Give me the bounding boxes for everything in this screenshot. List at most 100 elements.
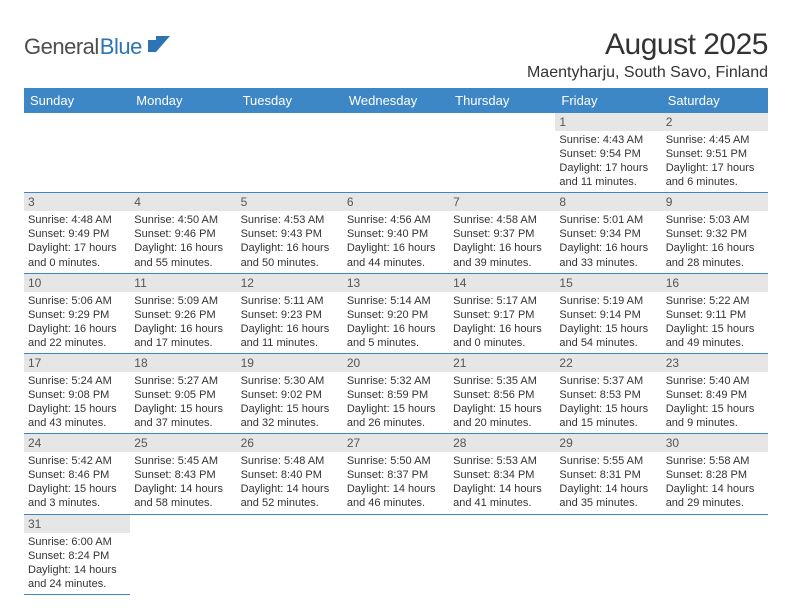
- sunrise-text: Sunrise: 6:00 AM: [28, 535, 126, 549]
- day-cell: [449, 113, 555, 193]
- daylight-text: Daylight: 14 hours and 52 minutes.: [241, 482, 339, 510]
- day-number: 30: [662, 434, 768, 452]
- sunset-text: Sunset: 8:53 PM: [559, 388, 657, 402]
- daylight-text: Daylight: 16 hours and 17 minutes.: [134, 322, 232, 350]
- sunset-text: Sunset: 9:34 PM: [559, 227, 657, 241]
- day-cell: 22 Sunrise: 5:37 AMSunset: 8:53 PMDayligh…: [555, 353, 661, 433]
- sunset-text: Sunset: 8:37 PM: [347, 468, 445, 482]
- sunset-text: Sunset: 8:28 PM: [666, 468, 764, 482]
- day-number: 13: [343, 274, 449, 292]
- sunset-text: Sunset: 9:20 PM: [347, 308, 445, 322]
- sunset-text: Sunset: 8:43 PM: [134, 468, 232, 482]
- daylight-text: Daylight: 16 hours and 11 minutes.: [241, 322, 339, 350]
- sunset-text: Sunset: 8:49 PM: [666, 388, 764, 402]
- sunrise-text: Sunrise: 5:45 AM: [134, 454, 232, 468]
- day-number: 23: [662, 354, 768, 372]
- sunrise-text: Sunrise: 4:48 AM: [28, 213, 126, 227]
- sunset-text: Sunset: 8:34 PM: [453, 468, 551, 482]
- sunrise-text: Sunrise: 5:50 AM: [347, 454, 445, 468]
- sunset-text: Sunset: 8:46 PM: [28, 468, 126, 482]
- daylight-text: Daylight: 16 hours and 50 minutes.: [241, 241, 339, 269]
- sunrise-text: Sunrise: 4:50 AM: [134, 213, 232, 227]
- day-cell: 11Sunrise: 5:09 AMSunset: 9:26 PMDayligh…: [130, 273, 236, 353]
- day-cell: [662, 514, 768, 594]
- sunset-text: Sunset: 9:02 PM: [241, 388, 339, 402]
- day-cell: 21Sunrise: 5:35 AMSunset: 8:56 PMDayligh…: [449, 353, 555, 433]
- day-number: 9: [662, 193, 768, 211]
- daylight-text: Daylight: 15 hours and 43 minutes.: [28, 402, 126, 430]
- day-number: 15: [555, 274, 661, 292]
- sunset-text: Sunset: 8:31 PM: [559, 468, 657, 482]
- weeks-body: 1Sunrise: 4:43 AMSunset: 9:54 PMDaylight…: [24, 113, 768, 594]
- week-row: 1Sunrise: 4:43 AMSunset: 9:54 PMDaylight…: [24, 113, 768, 193]
- sunrise-text: Sunrise: 4:58 AM: [453, 213, 551, 227]
- sunrise-text: Sunrise: 5:30 AM: [241, 374, 339, 388]
- day-cell: 18Sunrise: 5:27 AMSunset: 9:05 PMDayligh…: [130, 353, 236, 433]
- location: Maentyharju, South Savo, Finland: [527, 64, 768, 82]
- daylight-text: Daylight: 15 hours and 15 minutes.: [559, 402, 657, 430]
- day-number: 4: [130, 193, 236, 211]
- sunrise-text: Sunrise: 5:42 AM: [28, 454, 126, 468]
- sunrise-text: Sunrise: 5:27 AM: [134, 374, 232, 388]
- sunrise-text: Sunrise: 5:03 AM: [666, 213, 764, 227]
- sunrise-text: Sunrise: 5:24 AM: [28, 374, 126, 388]
- day-cell: 16Sunrise: 5:22 AMSunset: 9:11 PMDayligh…: [662, 273, 768, 353]
- dow-friday: Friday: [555, 88, 661, 113]
- day-cell: 3Sunrise: 4:48 AMSunset: 9:49 PMDaylight…: [24, 193, 130, 273]
- day-cell: 8Sunrise: 5:01 AMSunset: 9:34 PMDaylight…: [555, 193, 661, 273]
- day-cell: [130, 514, 236, 594]
- day-cell: [343, 113, 449, 193]
- sunrise-text: Sunrise: 5:37 AM: [559, 374, 657, 388]
- week-row: 3Sunrise: 4:48 AMSunset: 9:49 PMDaylight…: [24, 193, 768, 273]
- day-cell: 4Sunrise: 4:50 AMSunset: 9:46 PMDaylight…: [130, 193, 236, 273]
- sunrise-text: Sunrise: 5:55 AM: [559, 454, 657, 468]
- dow-monday: Monday: [130, 88, 236, 113]
- day-number: 8: [555, 193, 661, 211]
- sunrise-text: Sunrise: 4:53 AM: [241, 213, 339, 227]
- sunset-text: Sunset: 9:08 PM: [28, 388, 126, 402]
- day-cell: 27Sunrise: 5:50 AMSunset: 8:37 PMDayligh…: [343, 434, 449, 514]
- day-number: 22: [555, 354, 661, 372]
- sunrise-text: Sunrise: 5:53 AM: [453, 454, 551, 468]
- sunset-text: Sunset: 9:29 PM: [28, 308, 126, 322]
- sunset-text: Sunset: 8:24 PM: [28, 549, 126, 563]
- day-cell: 6Sunrise: 4:56 AMSunset: 9:40 PMDaylight…: [343, 193, 449, 273]
- day-cell: [555, 514, 661, 594]
- daylight-text: Daylight: 15 hours and 54 minutes.: [559, 322, 657, 350]
- daylight-text: Daylight: 16 hours and 33 minutes.: [559, 241, 657, 269]
- sunrise-text: Sunrise: 5:35 AM: [453, 374, 551, 388]
- day-cell: [237, 113, 343, 193]
- sunset-text: Sunset: 8:59 PM: [347, 388, 445, 402]
- daylight-text: Daylight: 17 hours and 6 minutes.: [666, 161, 764, 189]
- dow-thursday: Thursday: [449, 88, 555, 113]
- daylight-text: Daylight: 16 hours and 0 minutes.: [453, 322, 551, 350]
- sunset-text: Sunset: 9:51 PM: [666, 147, 764, 161]
- day-number: 27: [343, 434, 449, 452]
- sunset-text: Sunset: 8:56 PM: [453, 388, 551, 402]
- day-number: 31: [24, 515, 130, 533]
- month-title: August 2025: [527, 28, 768, 62]
- sunrise-text: Sunrise: 5:48 AM: [241, 454, 339, 468]
- daylight-text: Daylight: 15 hours and 20 minutes.: [453, 402, 551, 430]
- sunrise-text: Sunrise: 5:40 AM: [666, 374, 764, 388]
- daylight-text: Daylight: 14 hours and 58 minutes.: [134, 482, 232, 510]
- day-cell: 10Sunrise: 5:06 AMSunset: 9:29 PMDayligh…: [24, 273, 130, 353]
- day-cell: 15Sunrise: 5:19 AMSunset: 9:14 PMDayligh…: [555, 273, 661, 353]
- day-cell: 30Sunrise: 5:58 AMSunset: 8:28 PMDayligh…: [662, 434, 768, 514]
- day-number: 28: [449, 434, 555, 452]
- day-cell: [24, 113, 130, 193]
- dow-sunday: Sunday: [24, 88, 130, 113]
- daylight-text: Daylight: 16 hours and 5 minutes.: [347, 322, 445, 350]
- day-cell: 17Sunrise: 5:24 AMSunset: 9:08 PMDayligh…: [24, 353, 130, 433]
- day-cell: 23Sunrise: 5:40 AMSunset: 8:49 PMDayligh…: [662, 353, 768, 433]
- sunset-text: Sunset: 8:40 PM: [241, 468, 339, 482]
- week-row: 31Sunrise: 6:00 AMSunset: 8:24 PMDayligh…: [24, 514, 768, 594]
- daylight-text: Daylight: 14 hours and 35 minutes.: [559, 482, 657, 510]
- daylight-text: Daylight: 17 hours and 0 minutes.: [28, 241, 126, 269]
- sunrise-text: Sunrise: 5:58 AM: [666, 454, 764, 468]
- day-number: 1: [555, 113, 661, 131]
- day-number: 11: [130, 274, 236, 292]
- dow-tuesday: Tuesday: [237, 88, 343, 113]
- sunrise-text: Sunrise: 5:19 AM: [559, 294, 657, 308]
- day-cell: 31Sunrise: 6:00 AMSunset: 8:24 PMDayligh…: [24, 514, 130, 594]
